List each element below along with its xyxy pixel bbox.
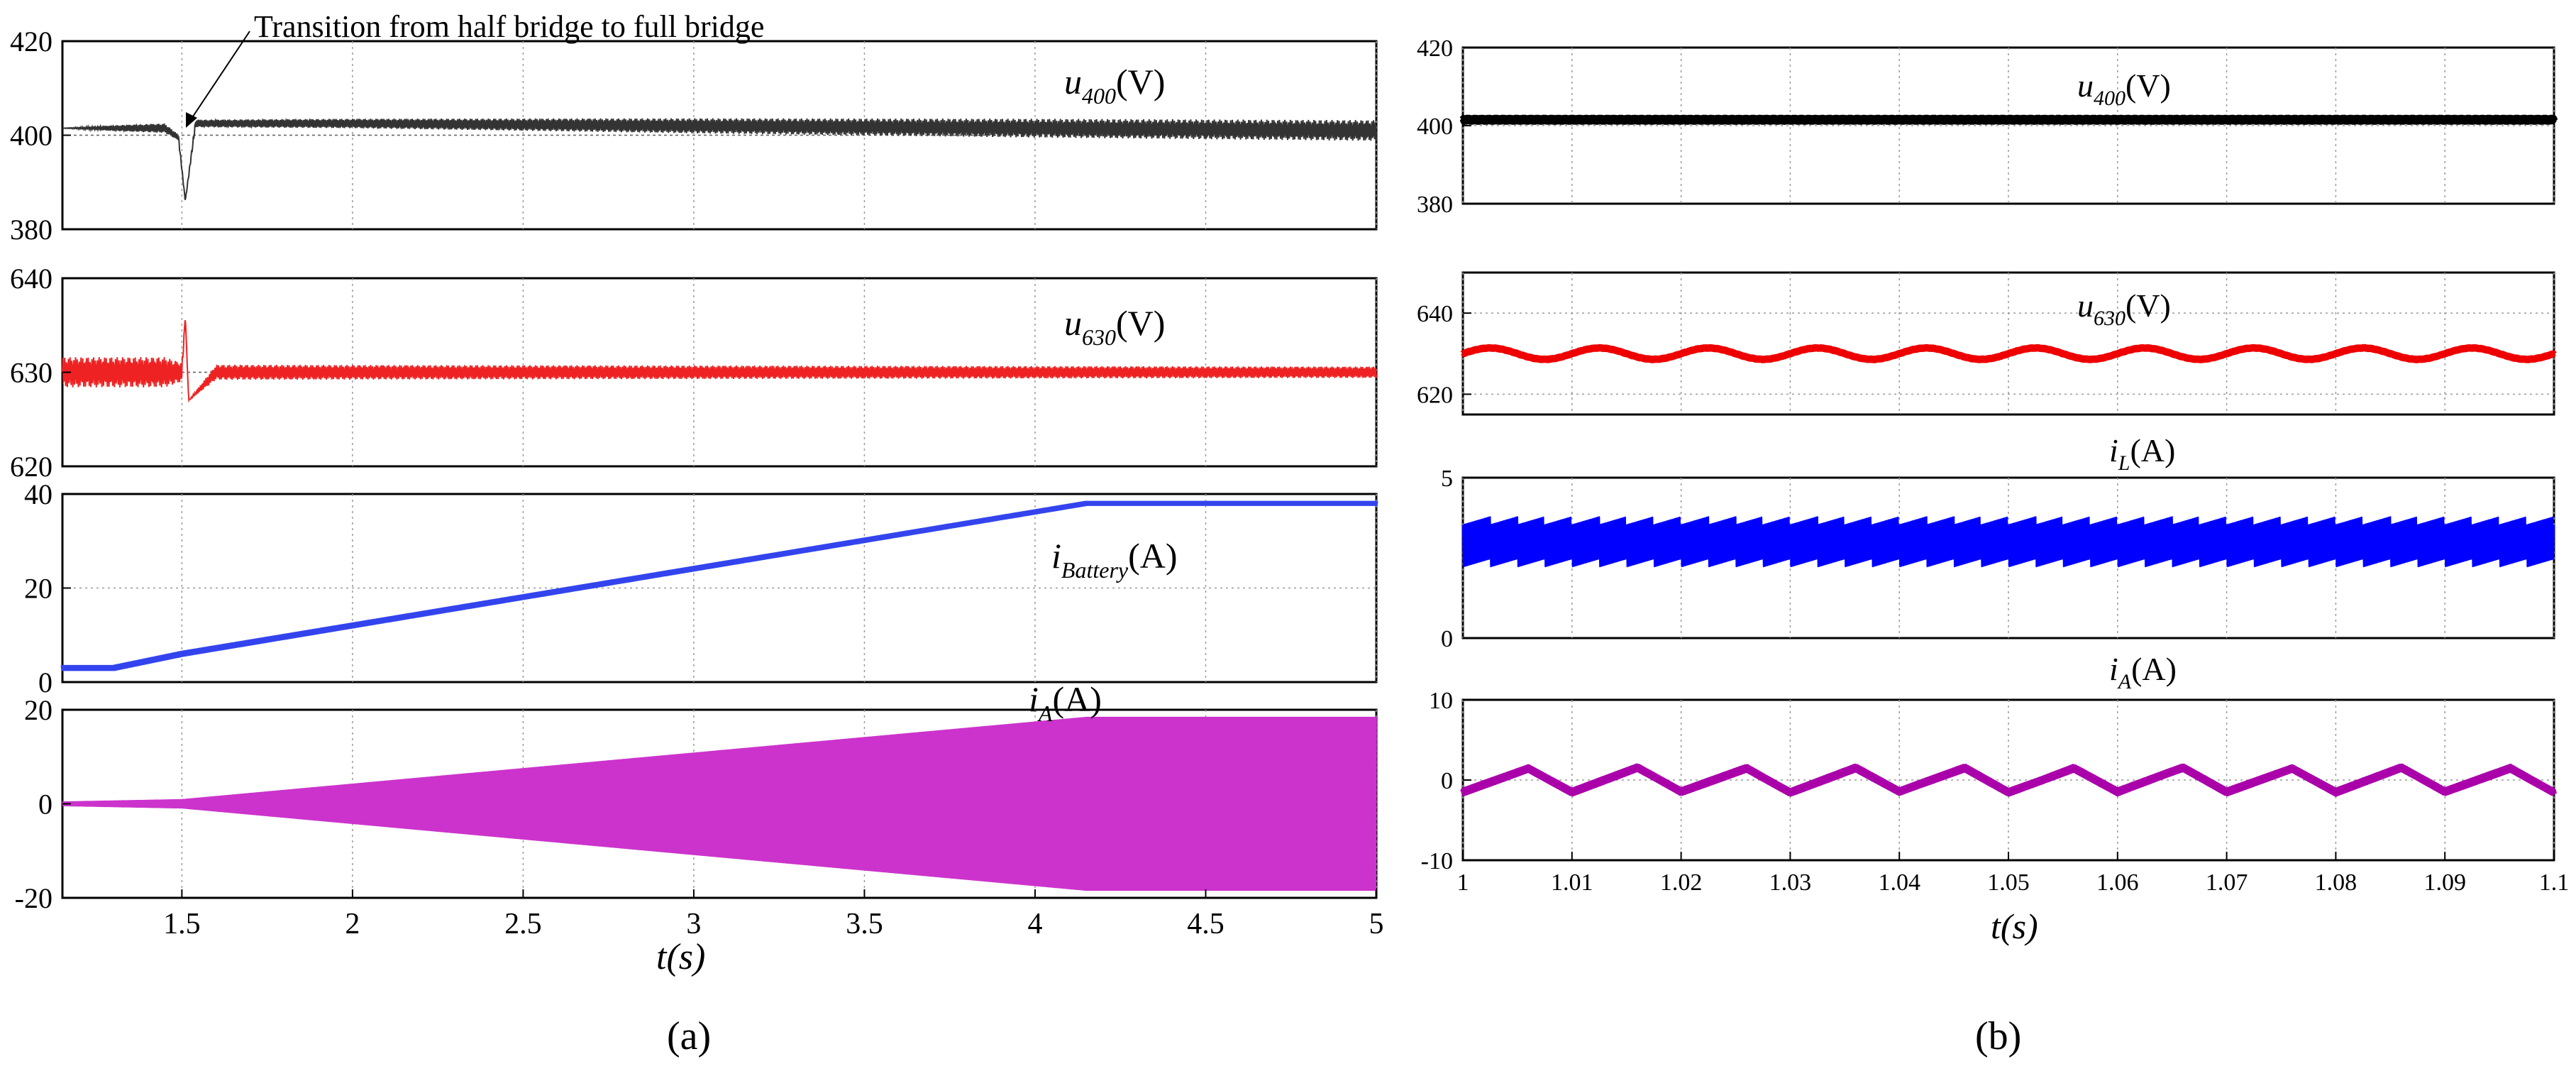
panel-a-iA-xtick-label: 1.5 [163, 908, 201, 940]
panel-a-label: (a) [667, 1014, 711, 1058]
panel-b-iAb-xtick-label: 1.07 [2206, 869, 2248, 896]
panel-b-iAb-xtick-label: 1 [1457, 869, 1469, 896]
panel-b-plot-ia-trace [1460, 763, 2557, 797]
panel-b-plot-u630-label: u630(V) [2077, 287, 2171, 330]
panel-b-plot-u630-yticks: 620 640 [1417, 301, 1471, 408]
panel-b-iAb-ytick-label: -10 [1421, 848, 1453, 874]
panel-b-iLb-ytick-label: 0 [1441, 626, 1453, 652]
panel-a-u630-ytick-label: 630 [10, 357, 52, 389]
panel-a-u400-ytick-label: 380 [10, 214, 52, 246]
panel-b-plot-u400-trace [1459, 114, 2558, 125]
panel-a-ibat-ytick-label: 0 [38, 666, 52, 698]
panel-a-plot-ibattery-yticks: 0 20 40 [24, 478, 71, 698]
panel-a-iA-xtick-label: 4.5 [1187, 908, 1225, 940]
panel-a-xlabel: t(s) [656, 937, 705, 977]
panel-b-plot-u400: 380 400 420 u400(V) [1417, 35, 2558, 218]
panel-b-plot-u630-grid [1462, 273, 2555, 415]
panel-a-iA-xtick-label: 2.5 [504, 908, 542, 940]
panel-a-plot-ibattery-label: iBattery(A) [1051, 536, 1178, 583]
panel-a-plot-u630-label: u630(V) [1064, 303, 1165, 350]
panel-b-iAb-xtick-label: 1.06 [2096, 869, 2139, 896]
panel-a-plot-u630: 620 630 640 u630(V) [10, 263, 1378, 483]
panel-b-plot-ia-label: iA(A) [2109, 651, 2177, 693]
panel-b-iAb-xtick-label: 1.09 [2423, 869, 2466, 896]
panel-a-iA-ytick-label: 20 [24, 694, 52, 726]
panel-a-plot-u400-yticks: 380 400 420 [10, 26, 71, 246]
panel-b-iLb-ytick-label: 5 [1441, 466, 1453, 492]
panel-b-label: (b) [1975, 1014, 2021, 1058]
panel-a-plot-ibattery-frame [61, 493, 1378, 684]
panel-a-plot-u630-yticks: 620 630 640 [10, 263, 71, 483]
panel-a-iA-xtick-label: 3.5 [846, 908, 883, 940]
panel-b-iAb-xtick-label: 1.08 [2315, 869, 2357, 896]
panel-a-iA-ytick-label: -20 [15, 882, 52, 914]
panel-a-iA-xtick-label: 3 [686, 908, 701, 940]
panel-b-plot-il-yticks: 05 [1441, 466, 1471, 652]
panel-a-annotation: Transition from half bridge to full brid… [254, 9, 764, 44]
panel-b-u630b-ytick-label: 640 [1417, 301, 1453, 327]
panel-a-plot-ibattery: 0 20 40 iBattery(A) [24, 478, 1378, 698]
panel-b-iAb-xtick-label: 1.1 [2539, 869, 2570, 896]
panel-b-x-ticks: 1 1.01 1.02 1.03 1.04 1.05 1.06 1.07 1.08 1.09 1.1 [1457, 852, 2570, 896]
panel-b-iAb-xtick-label: 1.02 [1660, 869, 1703, 896]
panel-b-iAb-xtick-label: 1.04 [1878, 869, 1920, 896]
panel-b-u630b-ytick-label: 620 [1417, 382, 1453, 408]
panel-a-annotation-arrow [189, 31, 250, 121]
panel-a-iA-xtick-label: 4 [1027, 908, 1042, 940]
panel-a-plot-ia: -20 0 20 iA(A) [15, 679, 1378, 914]
panel-a-plot-u400: 380 400 420 u400(V) [10, 26, 1378, 246]
panel-b-plot-ia-grid [1462, 700, 2555, 860]
panel-b-plot-il-trace [1461, 516, 2555, 568]
panel-b-u400b-ytick-label: 400 [1417, 114, 1453, 140]
panel-a-iA-xtick-label: 2 [345, 908, 360, 940]
panel-b-plot-u400-grid [1462, 48, 2555, 204]
panel-b-u400b-ytick-label: 380 [1417, 192, 1453, 218]
panel-b-plot-ia-yticks: -10 0 10 [1421, 688, 1471, 874]
panel-a-u630-ytick-label: 640 [10, 263, 52, 295]
panel-a-x-ticks: 1.5 2 2.5 3 3.5 4 4.5 5 [163, 889, 1384, 940]
panel-a-u400-ytick-label: 420 [10, 26, 52, 57]
panel-a-plot-ia-trace [62, 716, 1377, 891]
panel-b-u400b-ytick-label: 420 [1417, 35, 1453, 62]
panel-a-plot-u400-trace [62, 117, 1377, 201]
panel-b-plot-u400-label: u400(V) [2077, 67, 2171, 110]
panel-a-ibat-ytick-label: 20 [24, 573, 52, 605]
panel-a-u630-ytick-label: 620 [10, 451, 52, 483]
panel-a-plot-ibattery-trace [60, 500, 1378, 671]
panel-b-plot-u630: 620 640 u630(V) [1417, 271, 2557, 416]
panel-b-plot-u630-trace [1460, 344, 2557, 363]
panel-b-plot-u400-yticks: 380 400 420 [1417, 35, 1471, 218]
panel-a-u400-ytick-label: 400 [10, 120, 52, 152]
panel-a-annotation-arrowhead [186, 112, 197, 128]
panel-a-iA-xtick-label: 5 [1369, 908, 1384, 940]
panel-b-iAb-ytick-label: 0 [1441, 768, 1453, 794]
panel-a-plot-ibattery-grid [62, 494, 1377, 682]
panel-a-plot-ia-label: iA(A) [1029, 679, 1102, 726]
panel-a-iA-ytick-label: 0 [38, 789, 52, 820]
panel-b-xlabel: t(s) [1991, 906, 2038, 946]
panel-b-iAb-xtick-label: 1.01 [1551, 869, 1593, 896]
panel-b-plot-ia: -10 0 10 iA(A) [1421, 651, 2557, 874]
panel-b-iAb-xtick-label: 1.05 [1987, 869, 2030, 896]
panel-b-plot-il-label: iL(A) [2109, 432, 2175, 475]
panel-a-ibat-ytick-label: 40 [24, 478, 52, 510]
panel-a-plot-ia-yticks: -20 0 20 [15, 694, 71, 914]
panel-b-iAb-ytick-label: 10 [1429, 688, 1453, 714]
panel-b-plot-il: 05 iL(A) [1441, 432, 2555, 652]
panel-b-iAb-xtick-label: 1.03 [1769, 869, 1812, 896]
panel-a-plot-u400-label: u400(V) [1064, 62, 1165, 109]
panel-a-plot-u630-trace [62, 320, 1377, 403]
